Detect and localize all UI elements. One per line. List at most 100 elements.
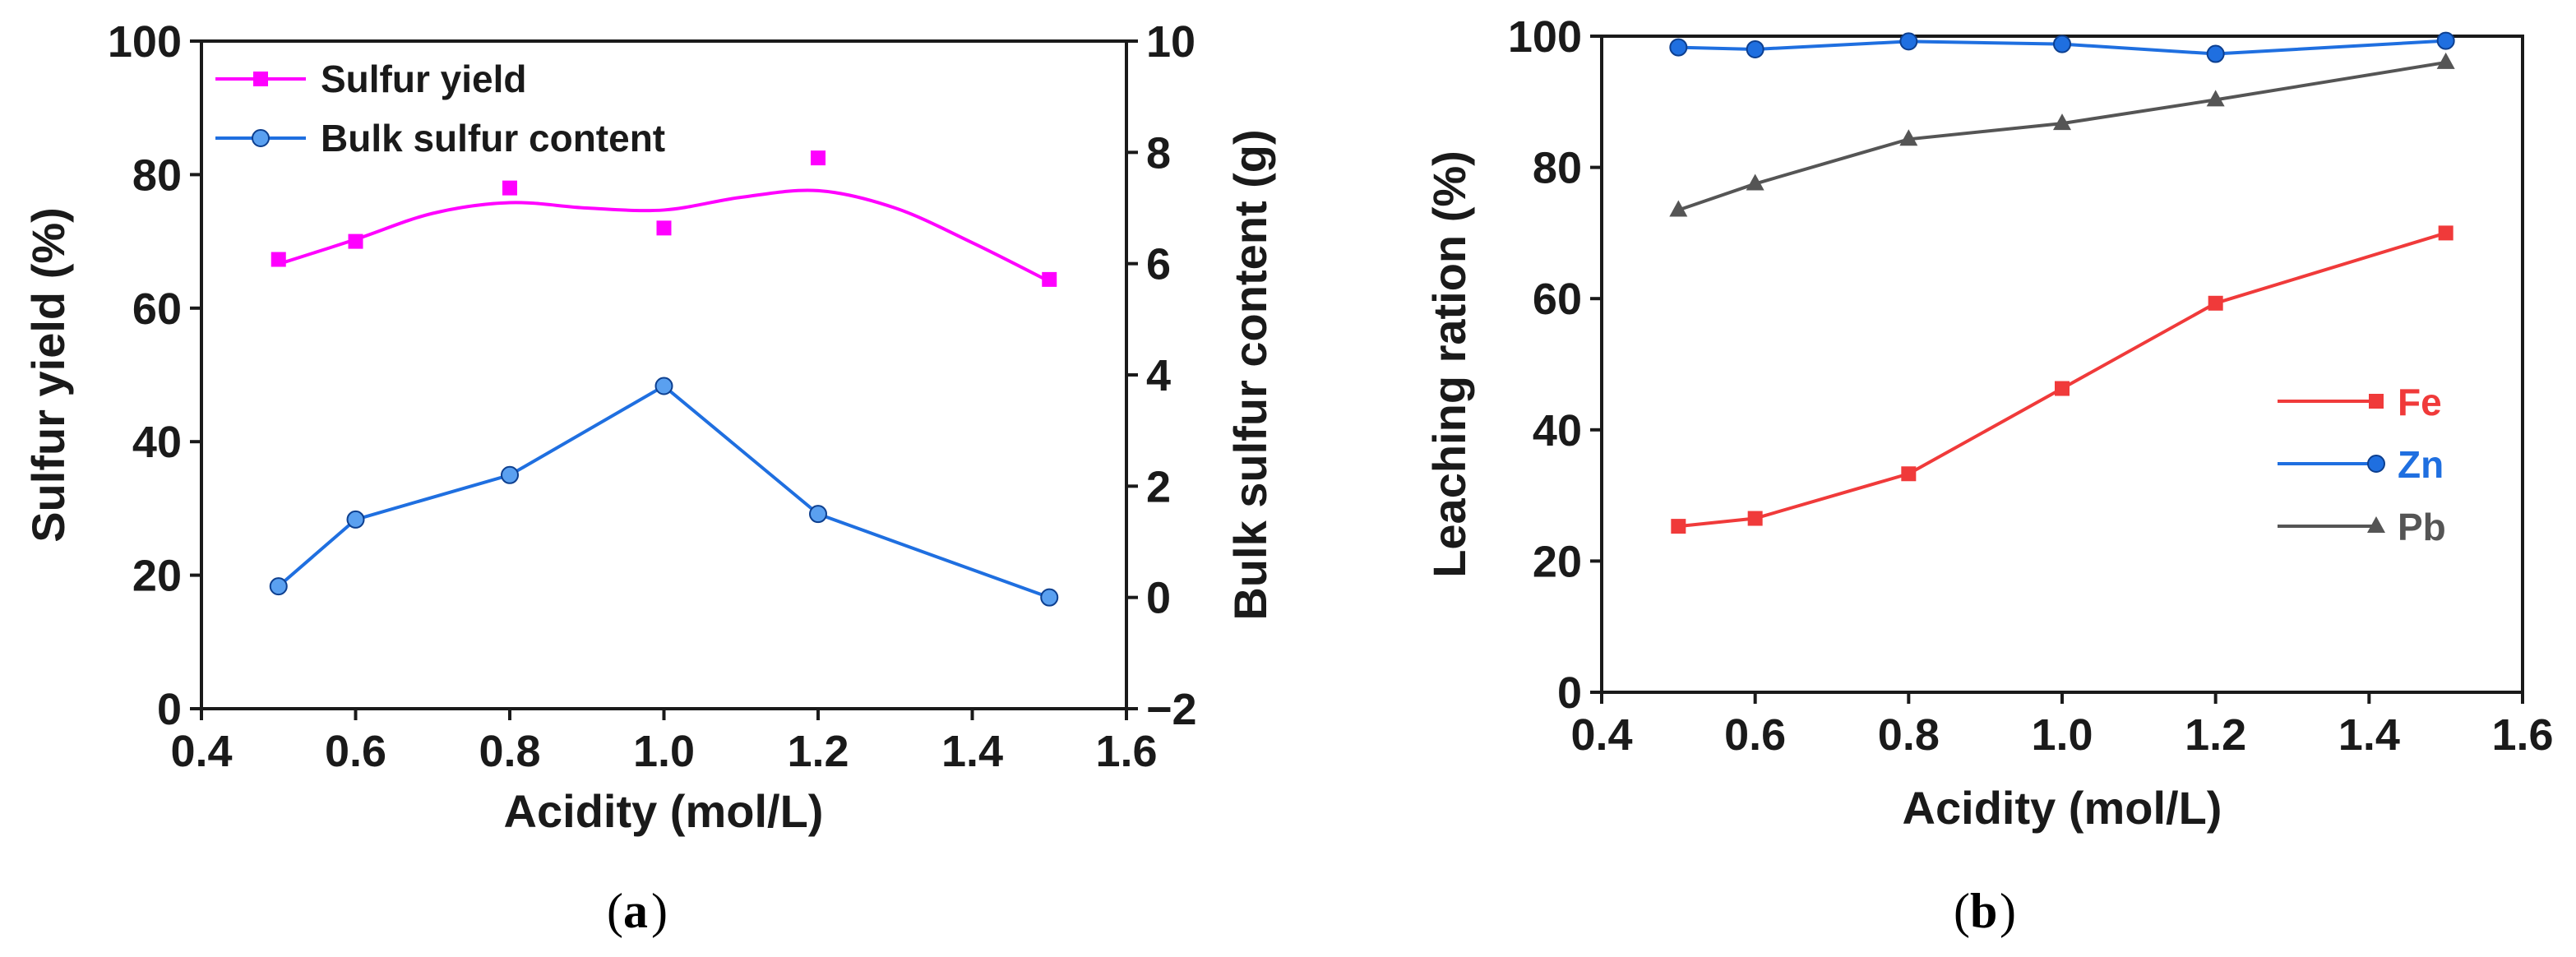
panel-a-legend: Sulfur yield Bulk sulfur content bbox=[215, 58, 665, 160]
panel-b-y-axis-label: Leaching ration (%) bbox=[1423, 150, 1475, 578]
panel-a-y-tick-label: 0 bbox=[157, 685, 182, 734]
panel-a-x-tick-label: 0.6 bbox=[325, 727, 386, 776]
panel-a-axes: 0.4 0.6 0.8 1.0 1.2 1.4 1.6 0 20 40 60 80 100 −2 0 2 4 6 8… bbox=[108, 17, 1197, 776]
panel-b-legend-marker bbox=[2367, 455, 2385, 473]
panel-b-y-tick-label: 100 bbox=[1508, 12, 1582, 62]
panel-b-caption: ( b ) bbox=[1954, 884, 2016, 938]
panel-a-x-axis-label: Acidity (mol/L) bbox=[504, 785, 824, 837]
sulfur-yield-point bbox=[502, 180, 517, 196]
panel-a-y-axis-label: Sulfur yield (%) bbox=[22, 207, 74, 543]
panel-a-y2-tick-label: 10 bbox=[1146, 17, 1196, 67]
bulk-sulfur-content-point bbox=[809, 505, 827, 524]
zn-point bbox=[1899, 32, 1918, 51]
panel-a-legend-label: Sulfur yield bbox=[321, 58, 526, 100]
panel-b-x-axis-label: Acidity (mol/L) bbox=[1903, 782, 2222, 834]
pb-point bbox=[2436, 52, 2455, 69]
svg-text:(: ( bbox=[1954, 884, 1970, 938]
sulfur-yield-point bbox=[271, 252, 286, 267]
panel-b-y-tick-label: 20 bbox=[1533, 537, 1582, 586]
panel-a-y2-tick-label: 0 bbox=[1146, 574, 1171, 623]
panel-b-series bbox=[1669, 31, 2455, 534]
panel-b-plot-frame bbox=[1600, 35, 2524, 694]
panel-a-y-tick-label: 20 bbox=[132, 552, 182, 601]
fe-point bbox=[1747, 511, 1763, 526]
panel-a-y-tick-label: 40 bbox=[132, 418, 182, 467]
pb-point bbox=[1746, 173, 1764, 191]
zn-point bbox=[2436, 31, 2455, 50]
panel-b-x-tick-label: 0.8 bbox=[1878, 710, 1940, 760]
zn-series-line bbox=[1678, 39, 2446, 56]
fe-point bbox=[2438, 225, 2453, 241]
panel-b-x-tick-label: 0.4 bbox=[1570, 710, 1632, 760]
sulfur-yield-point bbox=[656, 220, 672, 236]
bulk-sulfur-content-point bbox=[1040, 588, 1059, 607]
panel-a-x-tick-label: 1.4 bbox=[941, 727, 1003, 776]
panel-a-x-tick-label: 1.0 bbox=[633, 727, 695, 776]
fe-point bbox=[1901, 466, 1917, 482]
bulk-sulfur-content-point bbox=[654, 377, 673, 395]
panel-b-y-tick-label: 40 bbox=[1533, 406, 1582, 455]
panel-a-x-tick-label: 0.4 bbox=[170, 727, 232, 776]
bulk-sulfur-content-point bbox=[269, 577, 288, 596]
bulk-sulfur-content-point bbox=[501, 465, 519, 484]
panel-a-caption-letter: a bbox=[623, 884, 648, 938]
panel-a-series bbox=[269, 150, 1059, 607]
sulfur-yield-point bbox=[811, 150, 826, 166]
panel-b-legend-label: Fe bbox=[2398, 381, 2442, 423]
fe-series-line bbox=[1678, 231, 2447, 529]
panel-a-y2-tick-label: 6 bbox=[1146, 240, 1171, 289]
pb-point bbox=[2206, 90, 2225, 107]
panel-a-chart: 0.4 0.6 0.8 1.0 1.2 1.4 1.6 0 20 40 60 80 100 −2 0 2 4 6 8… bbox=[22, 17, 1276, 837]
pb-series-line bbox=[1677, 60, 2446, 212]
panel-b-legend-marker bbox=[2367, 516, 2385, 533]
panel-b-legend: Fe Zn Pb bbox=[2278, 381, 2446, 548]
bulk-sulfur-content-point bbox=[346, 510, 365, 529]
panel-b-x-tick-label: 0.6 bbox=[1724, 710, 1786, 760]
panel-a-legend-marker bbox=[252, 129, 270, 147]
panel-a-y-tick-label: 60 bbox=[132, 284, 182, 334]
panel-a-y2-tick-label: 8 bbox=[1146, 128, 1171, 178]
panel-a-y2-tick-label: −2 bbox=[1146, 685, 1197, 734]
panel-b-x-tick-label: 1.2 bbox=[2185, 710, 2246, 760]
panel-b-legend-marker bbox=[2369, 394, 2384, 409]
sulfur-yield-point bbox=[348, 233, 363, 249]
panel-a-x-tick-label: 0.8 bbox=[479, 727, 540, 776]
panel-b-x-tick-label: 1.4 bbox=[2338, 710, 2400, 760]
panel-b-x-tick-label: 1.0 bbox=[2031, 710, 2093, 760]
bulk-sulfur-content-line bbox=[277, 384, 1050, 599]
panel-b-legend-label: Pb bbox=[2398, 506, 2446, 548]
panel-b-caption-letter: b bbox=[1970, 884, 1997, 938]
panel-b-y-tick-label: 0 bbox=[1557, 668, 1582, 718]
panel-b-y-tick-label: 60 bbox=[1533, 275, 1582, 324]
svg-text:(: ( bbox=[607, 884, 623, 938]
panel-b-y-tick-label: 80 bbox=[1533, 144, 1582, 193]
panel-a-x-tick-label: 1.2 bbox=[787, 727, 849, 776]
panel-a-caption: ( a ) bbox=[607, 884, 668, 938]
panel-a-legend-marker bbox=[253, 72, 268, 86]
panel-a-legend-label: Bulk sulfur content bbox=[321, 117, 665, 160]
panel-a-y-tick-label: 80 bbox=[132, 150, 182, 200]
fe-point bbox=[1671, 519, 1686, 534]
panel-b-x-tick-label: 1.6 bbox=[2491, 710, 2553, 760]
svg-text:): ) bbox=[2000, 884, 2016, 938]
panel-a-x-tick-label: 1.6 bbox=[1095, 727, 1157, 776]
zn-point bbox=[2053, 35, 2071, 53]
panel-a-y2-tick-label: 2 bbox=[1146, 462, 1171, 511]
pb-point bbox=[1899, 129, 1918, 146]
zn-point bbox=[1669, 38, 1688, 57]
zn-point bbox=[1746, 39, 1764, 58]
sulfur-yield-fit-curve bbox=[278, 188, 1051, 284]
svg-text:): ) bbox=[651, 884, 668, 938]
pb-point bbox=[2053, 113, 2071, 131]
panel-b-axes: 0.4 0.6 0.8 1.0 1.2 1.4 1.6 0 20 40 60 80 100 bbox=[1508, 12, 2554, 760]
panel-b-chart: 0.4 0.6 0.8 1.0 1.2 1.4 1.6 0 20 40 60 80 100 Fe Zn Pb… bbox=[1423, 12, 2554, 834]
panel-a-y2-axis-label: Bulk sulfur content (g) bbox=[1224, 129, 1276, 620]
zn-point bbox=[2206, 44, 2225, 63]
panel-a-y2-tick-label: 4 bbox=[1146, 351, 1171, 400]
fe-point bbox=[2055, 381, 2070, 396]
panel-b-legend-label: Zn bbox=[2398, 443, 2444, 486]
sulfur-yield-point bbox=[1042, 271, 1057, 287]
panel-a-y-tick-label: 100 bbox=[108, 17, 182, 67]
pb-point bbox=[1669, 200, 1688, 217]
